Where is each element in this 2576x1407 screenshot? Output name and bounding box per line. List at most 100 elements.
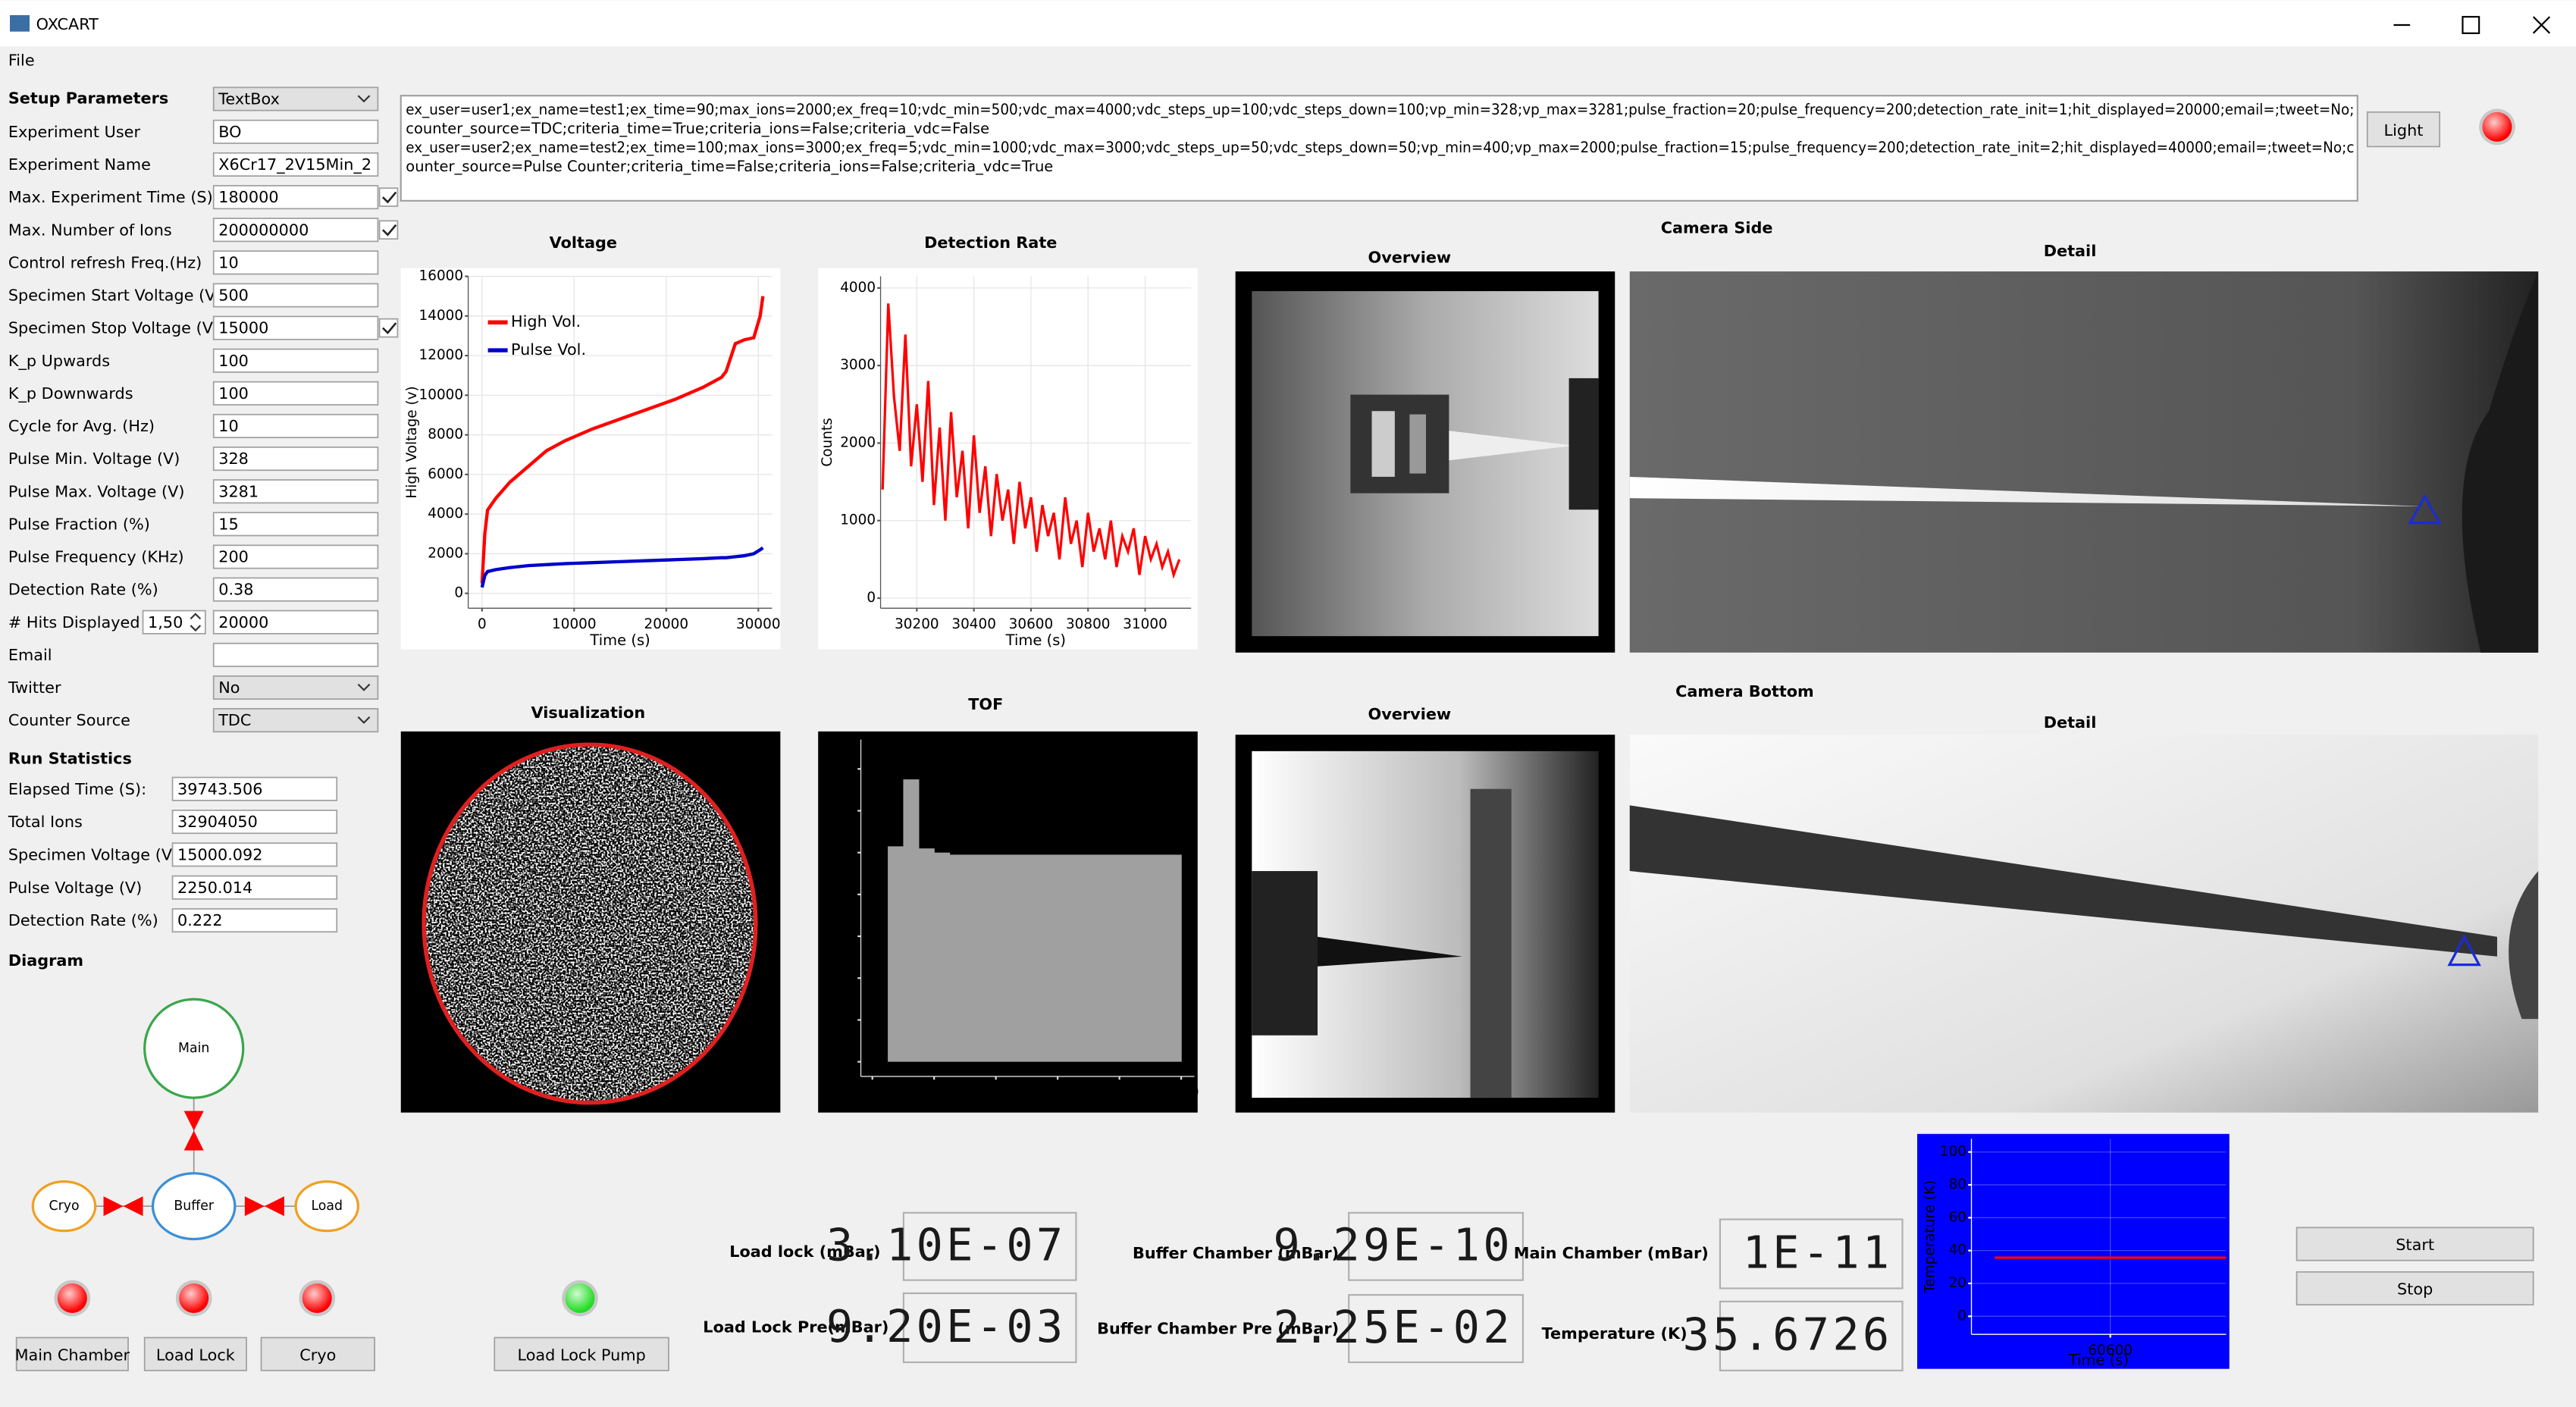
lcd-display bbox=[1719, 1218, 1904, 1289]
data-line bbox=[480, 546, 764, 588]
y-tick-label: 2000 bbox=[428, 545, 463, 561]
x-tick-label: 30200 bbox=[895, 616, 939, 632]
x-tick-label: 0 bbox=[868, 1085, 877, 1101]
y-tick-label: 0 bbox=[454, 585, 463, 601]
maximize[interactable] bbox=[2462, 16, 2480, 34]
window-controls[interactable] bbox=[2393, 16, 2551, 34]
histogram-bar bbox=[1026, 854, 1043, 1062]
button[interactable] bbox=[143, 1336, 247, 1371]
text-input[interactable] bbox=[212, 413, 379, 439]
title-bar bbox=[0, 0, 2576, 47]
y-tick-label: 12 bbox=[838, 802, 856, 818]
dropdown[interactable] bbox=[212, 675, 379, 700]
x-tick-label: 30600 bbox=[1009, 616, 1054, 632]
menu-file[interactable]: File bbox=[8, 52, 35, 70]
field-value: 2250.014 bbox=[177, 879, 252, 897]
text-input[interactable] bbox=[212, 381, 379, 406]
field-value: 32904050 bbox=[177, 813, 258, 831]
config-text-box[interactable] bbox=[400, 95, 2358, 202]
checkbox[interactable] bbox=[378, 187, 399, 207]
config-line: ounter_source=Pulse Counter;criteria_tim… bbox=[406, 158, 1053, 175]
button[interactable] bbox=[260, 1336, 375, 1371]
chart-panel bbox=[818, 268, 1198, 650]
y-tick-label: 16000 bbox=[419, 268, 464, 284]
field-label: Specimen Start Voltage (V) bbox=[8, 287, 222, 305]
dropdown[interactable] bbox=[212, 708, 379, 733]
text-input[interactable] bbox=[212, 152, 379, 177]
histogram-bar bbox=[964, 854, 981, 1062]
text-input[interactable] bbox=[212, 544, 379, 569]
y-tick-label: 10 bbox=[838, 845, 856, 860]
tip-marker bbox=[2408, 494, 2442, 525]
x-tick-label: 5000 bbox=[1164, 1085, 1199, 1101]
text-input[interactable] bbox=[212, 609, 379, 635]
dropdown[interactable] bbox=[212, 86, 379, 111]
text-input[interactable] bbox=[212, 119, 379, 144]
lcd-value: 35.6726 bbox=[1683, 1309, 1893, 1361]
button[interactable] bbox=[2296, 1227, 2534, 1261]
led-highlight bbox=[2482, 111, 2512, 142]
lcd-value: 3.10E-07 bbox=[826, 1220, 1066, 1271]
app-icon bbox=[10, 14, 30, 32]
lcd-value: 2.25E-02 bbox=[1273, 1302, 1512, 1353]
dropdown-arrow bbox=[357, 95, 371, 103]
lcd-display bbox=[1348, 1211, 1524, 1281]
y-tick-label: 20 bbox=[1949, 1275, 1966, 1291]
text-input[interactable] bbox=[212, 577, 379, 602]
text-input bbox=[171, 842, 338, 867]
field-value: 10 bbox=[218, 253, 238, 271]
histogram-bar bbox=[918, 848, 935, 1062]
text-input[interactable] bbox=[212, 218, 379, 243]
led-highlight bbox=[302, 1283, 332, 1313]
lcd-display bbox=[902, 1211, 1077, 1281]
field-value: 500 bbox=[218, 287, 249, 305]
field-label: Twitter bbox=[8, 678, 61, 697]
checkbox[interactable] bbox=[378, 318, 399, 338]
histogram-bar bbox=[1165, 854, 1182, 1062]
y-tick-label: 2 bbox=[847, 1011, 856, 1027]
field-label: K_p Downwards bbox=[8, 384, 133, 403]
histogram-bar bbox=[1011, 854, 1028, 1062]
text-input[interactable] bbox=[212, 479, 379, 504]
panel-title: Overview bbox=[1368, 705, 1452, 723]
text-input[interactable] bbox=[212, 642, 379, 667]
field-value: 39743.506 bbox=[177, 780, 262, 798]
text-input[interactable] bbox=[212, 315, 379, 340]
text-input bbox=[171, 875, 338, 900]
text-input[interactable] bbox=[212, 283, 379, 308]
field-label: Experiment Name bbox=[8, 155, 151, 174]
field-value: 0.222 bbox=[177, 911, 223, 929]
button[interactable] bbox=[2366, 111, 2440, 148]
button[interactable] bbox=[494, 1336, 669, 1371]
histogram-bar bbox=[1042, 854, 1058, 1062]
x-tick-label: 30000 bbox=[736, 616, 781, 632]
button-label: Light bbox=[2384, 121, 2424, 139]
node-label: Main bbox=[178, 1041, 209, 1056]
field-label: Max. Experiment Time (S) bbox=[8, 188, 213, 206]
histogram-bar bbox=[1058, 854, 1074, 1062]
x-tick-label: 30800 bbox=[1066, 616, 1111, 632]
x-axis-label: Time (s) bbox=[1005, 631, 1066, 649]
text-input[interactable] bbox=[212, 447, 379, 472]
close[interactable] bbox=[2532, 16, 2551, 34]
text-input[interactable] bbox=[212, 250, 379, 275]
text-input[interactable] bbox=[212, 348, 379, 373]
dropdown-arrow bbox=[357, 683, 371, 691]
y-tick-label: 40 bbox=[1949, 1242, 1966, 1258]
check-mark bbox=[382, 224, 397, 237]
y-tick-label: 1000 bbox=[840, 512, 876, 528]
gauge-label: Load Lock Pre(mBar) bbox=[703, 1318, 888, 1336]
checkbox[interactable] bbox=[378, 220, 399, 240]
button[interactable] bbox=[2296, 1271, 2534, 1306]
histogram-bar bbox=[949, 854, 966, 1062]
text-input[interactable] bbox=[212, 185, 379, 210]
field-label: Counter Source bbox=[8, 711, 130, 729]
y-tick-label: 12000 bbox=[419, 347, 464, 363]
x-tick-label: 1000 bbox=[917, 1085, 952, 1101]
gauge-label: Temperature (K) bbox=[1542, 1324, 1688, 1343]
button[interactable] bbox=[15, 1336, 129, 1371]
text-input[interactable] bbox=[212, 512, 379, 537]
y-tick-label: 2000 bbox=[840, 434, 876, 450]
specimen-holder bbox=[1350, 378, 1599, 510]
field-label: Pulse Voltage (V) bbox=[8, 879, 142, 897]
